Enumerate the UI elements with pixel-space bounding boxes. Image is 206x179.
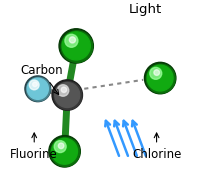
- Circle shape: [57, 85, 69, 96]
- Circle shape: [146, 64, 175, 93]
- Text: Carbon: Carbon: [20, 64, 63, 95]
- Circle shape: [49, 136, 80, 167]
- Circle shape: [62, 32, 90, 60]
- Circle shape: [27, 78, 50, 101]
- Circle shape: [25, 76, 51, 102]
- Circle shape: [58, 143, 64, 149]
- Circle shape: [54, 141, 66, 153]
- Circle shape: [55, 83, 80, 107]
- Circle shape: [61, 87, 67, 93]
- Circle shape: [69, 37, 76, 43]
- Circle shape: [29, 80, 39, 90]
- Circle shape: [54, 82, 82, 110]
- Circle shape: [150, 67, 162, 79]
- Circle shape: [147, 65, 173, 91]
- Text: Chlorine: Chlorine: [132, 133, 181, 161]
- Text: Light: Light: [128, 3, 162, 16]
- Circle shape: [33, 82, 37, 87]
- Circle shape: [154, 70, 159, 75]
- Circle shape: [52, 80, 82, 110]
- Circle shape: [65, 34, 78, 47]
- Text: Fluorine: Fluorine: [10, 133, 58, 161]
- Circle shape: [51, 137, 80, 166]
- Circle shape: [27, 78, 48, 99]
- Circle shape: [144, 62, 176, 94]
- Circle shape: [52, 138, 77, 164]
- Circle shape: [61, 31, 93, 62]
- Circle shape: [59, 29, 93, 63]
